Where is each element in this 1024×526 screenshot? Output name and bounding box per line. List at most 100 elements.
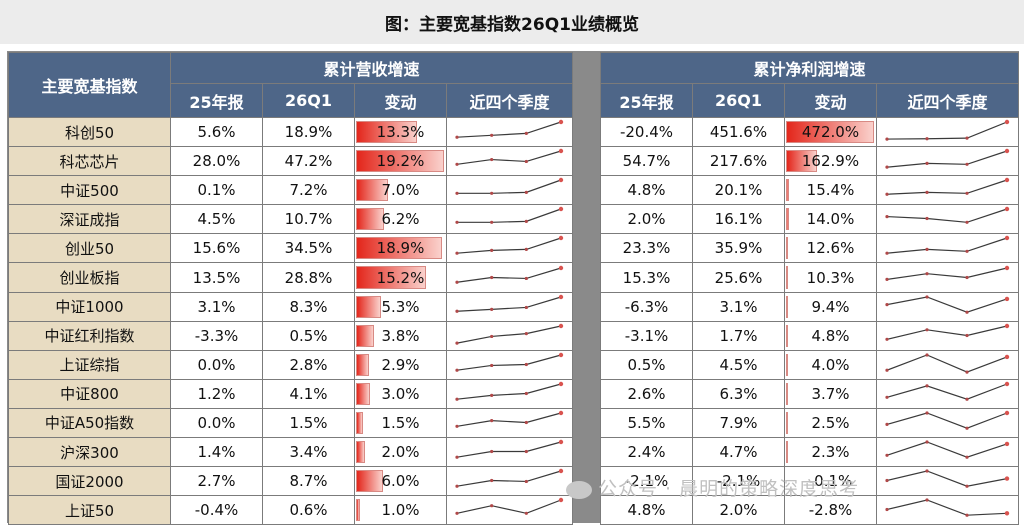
q1-value: 16.1% (692, 204, 785, 235)
change-value: 2.9% (381, 355, 420, 374)
sparkline (455, 119, 564, 139)
q1-value: 20.1% (692, 175, 785, 206)
sparkline-point (490, 393, 494, 397)
fy25-value: -6.3% (600, 291, 693, 322)
table-row: 创业板指 13.5% 28.8% 15.2% (8, 262, 574, 293)
fy25-value: -3.3% (170, 320, 263, 351)
change-cell: 2.3% (784, 437, 877, 468)
sparkline (885, 119, 1010, 141)
sparkline-point (490, 307, 494, 311)
index-name: 中证1000 (8, 291, 171, 322)
q1-value: 4.7% (692, 437, 785, 468)
sparkline-cell (875, 378, 1020, 409)
change-value: 4.8% (811, 326, 850, 345)
sparkline-line (456, 237, 562, 255)
index-name: 沪深300 (8, 437, 171, 468)
fy25-value: 2.4% (600, 437, 693, 468)
change-bar (356, 179, 388, 202)
sparkline (455, 265, 564, 284)
sparkline-point (455, 397, 459, 401)
fy25-value: 15.6% (170, 233, 263, 264)
sparkline-point (885, 302, 889, 306)
sparkline-point (558, 178, 564, 183)
table-row: 中证1000 3.1% 8.3% 5.3% (8, 291, 574, 322)
sparkline-point (455, 424, 459, 428)
change-value: 2.5% (811, 413, 850, 432)
change-cell: 1.5% (354, 407, 447, 439)
col-spark: 近四个季度 (875, 83, 1020, 118)
change-bar (786, 382, 788, 405)
sparkline-point (1004, 476, 1010, 481)
sparkline-point (558, 265, 564, 270)
sparkline-point (558, 352, 564, 357)
profit-group-header: 累计净利润增速 (599, 52, 1020, 84)
change-value: 2.3% (811, 443, 850, 462)
sparkline-line (886, 354, 1008, 373)
change-bar (786, 150, 817, 173)
change-bar (356, 441, 365, 464)
sparkline-point (524, 420, 528, 425)
change-bar (786, 121, 874, 144)
change-cell: 2.0% (354, 437, 447, 468)
change-bar (786, 353, 788, 376)
sparkline-cell (445, 291, 574, 322)
sparkline-point (1004, 148, 1010, 154)
sparkline-point (490, 158, 494, 162)
sparkline-point (885, 277, 889, 281)
change-cell: 7.0% (354, 175, 447, 206)
sparkline-point (524, 449, 528, 454)
change-cell: 4.8% (784, 320, 877, 351)
change-bar (786, 266, 788, 289)
index-name: 中证500 (8, 175, 171, 206)
fy25-value: 0.0% (170, 407, 263, 439)
sparkline-point (965, 455, 969, 459)
change-value: 13.3% (376, 123, 425, 142)
table-row: 科芯芯片 28.0% 47.2% 19.2% (8, 146, 574, 177)
change-cell: 15.4% (784, 175, 877, 206)
change-bar (356, 353, 370, 376)
change-value: 2.0% (381, 443, 420, 462)
sparkline (455, 207, 564, 225)
change-value: 472.0% (801, 123, 860, 142)
change-bar (356, 150, 444, 173)
fy25-value: 28.0% (170, 146, 263, 177)
sparkline-point (524, 220, 528, 224)
sparkline-point (925, 137, 929, 141)
fy25-value: 1.2% (170, 378, 263, 409)
change-value: 15.2% (376, 268, 425, 287)
sparkline-point (524, 276, 528, 280)
sparkline-point (524, 159, 528, 164)
change-value: 12.6% (806, 239, 855, 258)
col-change: 变动 (784, 83, 877, 118)
fy25-value: 3.1% (170, 291, 263, 322)
change-cell: -0.1% (784, 466, 877, 497)
sparkline-line (886, 237, 1008, 255)
index-name: 科芯芯片 (8, 146, 171, 177)
change-bar (356, 208, 385, 231)
q1-value: 0.6% (262, 495, 355, 526)
sparkline-cell (875, 175, 1020, 206)
sparkline-point (490, 334, 494, 338)
change-bar (786, 179, 789, 202)
change-bar (356, 470, 384, 493)
change-value: 5.3% (381, 297, 420, 316)
sparkline-point (925, 161, 929, 166)
table-row: 科创50 5.6% 18.9% 13.3% (8, 116, 574, 148)
sparkline-point (925, 271, 929, 275)
index-name: 科创50 (8, 116, 171, 148)
sparkline-point (965, 397, 969, 401)
change-bar (356, 411, 364, 435)
sparkline-line (457, 208, 562, 224)
fy25-value: 2.7% (170, 466, 263, 497)
sparkline-point (524, 248, 528, 252)
change-cell: 2.9% (354, 349, 447, 380)
fy25-value: 4.5% (170, 204, 263, 235)
sparkline-point (925, 440, 929, 444)
sparkline-point (455, 455, 459, 459)
sparkline-point (885, 165, 889, 169)
change-value: 3.0% (381, 384, 420, 403)
sparkline-line (886, 325, 1008, 340)
sparkline-point (885, 395, 889, 399)
sparkline-cell (875, 204, 1020, 235)
sparkline-point (455, 221, 459, 225)
